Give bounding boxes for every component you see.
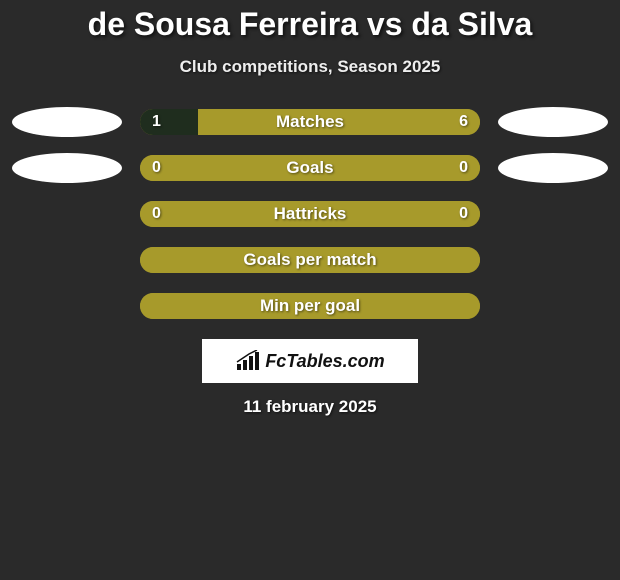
player-left-ellipse [12, 107, 122, 137]
brand-box: FcTables.com [202, 339, 418, 383]
stat-bar: 00Hattricks [140, 201, 480, 227]
brand-text: FcTables.com [265, 351, 384, 372]
stat-value-right: 0 [459, 155, 468, 181]
stat-bar: Min per goal [140, 293, 480, 319]
stat-value-right: 0 [459, 201, 468, 227]
stat-row: Goals per match [0, 247, 620, 273]
stat-rows-container: 16Matches00Goals00HattricksGoals per mat… [0, 109, 620, 319]
stat-bar-left-fill [140, 109, 198, 135]
player-right-ellipse [498, 107, 608, 137]
stat-value-left: 0 [152, 201, 161, 227]
stat-bar-right-fill [140, 201, 480, 227]
stat-row: 00Goals [0, 155, 620, 181]
stat-value-right: 6 [459, 109, 468, 135]
chart-icon [235, 350, 261, 372]
page-subtitle: Club competitions, Season 2025 [0, 57, 620, 77]
stat-bar-right-fill [140, 155, 480, 181]
stat-row: Min per goal [0, 293, 620, 319]
stat-row: 16Matches [0, 109, 620, 135]
date-label: 11 february 2025 [0, 397, 620, 417]
stat-bar-right-fill [198, 109, 480, 135]
stat-value-left: 0 [152, 155, 161, 181]
stat-bar: Goals per match [140, 247, 480, 273]
stat-row: 00Hattricks [0, 201, 620, 227]
stat-value-left: 1 [152, 109, 161, 135]
player-left-ellipse [12, 153, 122, 183]
stat-bar-right-fill [140, 293, 480, 319]
page-title: de Sousa Ferreira vs da Silva [0, 6, 620, 43]
stat-bar: 00Goals [140, 155, 480, 181]
player-right-ellipse [498, 153, 608, 183]
stat-bar-right-fill [140, 247, 480, 273]
stat-bar: 16Matches [140, 109, 480, 135]
